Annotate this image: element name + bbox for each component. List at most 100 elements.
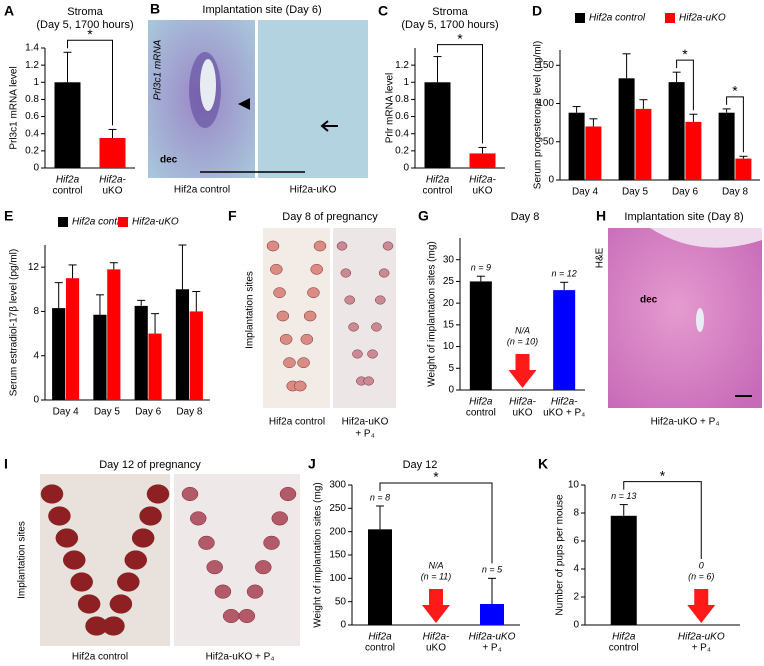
y-tick-label: 5 <box>448 363 454 374</box>
implantation-site <box>367 349 378 359</box>
bar <box>175 289 190 400</box>
y-tick-label: 0.2 <box>25 145 39 156</box>
x-tick-label: control <box>609 643 639 654</box>
bar <box>424 82 451 168</box>
bar <box>718 112 735 180</box>
significance-label: * <box>433 469 439 485</box>
photo <box>263 228 330 408</box>
x-tick-label: Day 6 <box>672 187 699 198</box>
x-tick-label: control <box>422 186 452 197</box>
y-tick-label: 0.8 <box>25 94 39 105</box>
implantation-site <box>131 528 155 548</box>
x-tick-label: Hif2a- <box>99 175 126 186</box>
chart-subtitle: (Day 5, 1700 hours) <box>36 19 133 31</box>
null-arrow <box>422 589 450 623</box>
bar <box>54 82 81 168</box>
implantation-site <box>307 287 320 299</box>
axis-label: Implantation sites <box>245 271 256 349</box>
panel-title: Implantation site (Day 8) <box>624 211 743 223</box>
y-axis-label: Number of pups per mouse <box>555 494 566 616</box>
bar <box>52 308 66 400</box>
implantation-site <box>378 268 390 278</box>
implantation-site <box>77 594 101 614</box>
implantation-site <box>279 333 293 345</box>
implantation-site <box>283 357 296 369</box>
implantation-site <box>336 241 348 251</box>
implantation-site <box>310 263 323 275</box>
x-tick-label: Hif2a-uKO <box>469 632 516 643</box>
bar <box>65 278 80 400</box>
tissue <box>650 228 762 248</box>
panel-letter: A <box>4 3 14 19</box>
bar <box>469 281 492 390</box>
lumen <box>200 59 216 111</box>
annotation: 0 <box>699 560 704 570</box>
caption: Hif2a-uKO + P₄ <box>651 417 720 428</box>
panel-title: Day 8 of pregnancy <box>282 211 378 223</box>
x-tick-label: uKO <box>102 186 122 197</box>
x-tick-label: Day 8 <box>176 407 203 418</box>
y-tick-label: 0 <box>403 163 409 174</box>
caption: Hif2a control <box>72 652 128 663</box>
x-tick-label: Hif2a- <box>551 397 578 408</box>
implantation-site <box>266 240 280 252</box>
y-tick-label: 150 <box>329 550 346 561</box>
chart-title: Stroma <box>67 6 103 18</box>
chart-title: Day 8 <box>511 211 540 223</box>
implantation-site <box>48 506 71 526</box>
significance-bracket <box>676 59 694 111</box>
panel-title: Implantation site (Day 6) <box>202 4 321 16</box>
implantation-site <box>270 263 283 275</box>
tissue-label: dec <box>160 155 178 166</box>
chart-subtitle: (Day 5, 1700 hours) <box>401 19 498 31</box>
implantation-site <box>348 322 359 332</box>
caption: + P₄ <box>355 429 374 440</box>
implantation-site <box>363 376 374 386</box>
annotation: N/A <box>515 325 530 335</box>
implantation-site <box>40 484 64 504</box>
y-tick-label: 0.8 <box>395 94 409 105</box>
y-axis-label: Prlr mRNA level <box>385 73 396 144</box>
significance-bracket <box>67 39 113 126</box>
bar <box>148 333 162 400</box>
implantation-site <box>181 486 199 502</box>
y-tick-label: 0 <box>340 620 346 631</box>
implantation-site <box>352 349 363 359</box>
y-tick-label: 100 <box>329 573 346 584</box>
y-tick-label: 1 <box>33 77 39 88</box>
annotation: n = 12 <box>552 269 577 279</box>
y-tick-label: 0.4 <box>25 128 39 139</box>
annotation: n = 8 <box>370 492 390 502</box>
y-tick-label: 0 <box>573 620 579 631</box>
legend-label: Hif2a control <box>72 217 129 228</box>
significance-bracket <box>726 96 744 153</box>
y-axis-label: Serum estradiol-17β level (pg/ml) <box>9 249 20 396</box>
x-tick-label: Hif2a <box>426 175 450 186</box>
x-tick-label: uKO <box>426 643 446 654</box>
significance-bracket <box>379 482 493 564</box>
implantation-site <box>371 322 382 332</box>
legend-swatch <box>118 217 128 227</box>
y-tick-label: 0.6 <box>395 111 409 122</box>
x-tick-label: + P₄ <box>482 643 501 654</box>
implantation-site <box>189 511 207 526</box>
y-tick-label: 1 <box>403 77 409 88</box>
implantation-site <box>70 572 93 592</box>
bar <box>107 269 121 400</box>
x-tick-label: Day 6 <box>135 407 162 418</box>
bar <box>685 121 702 180</box>
implantation-site <box>276 310 290 322</box>
significance-bracket <box>437 44 483 144</box>
x-tick-label: control <box>466 408 496 419</box>
legend-swatch <box>665 13 675 23</box>
lumen <box>696 308 704 332</box>
null-arrow <box>508 354 537 388</box>
x-tick-label: uKO <box>472 186 492 197</box>
implantation-site <box>63 550 86 570</box>
x-tick-label: Hif2a- <box>469 175 496 186</box>
y-tick-label: 0.4 <box>395 128 409 139</box>
implantation-site <box>246 584 264 599</box>
bar <box>134 305 148 400</box>
y-tick-label: 0.2 <box>395 145 409 156</box>
annotation: (n = 11) <box>421 571 452 581</box>
